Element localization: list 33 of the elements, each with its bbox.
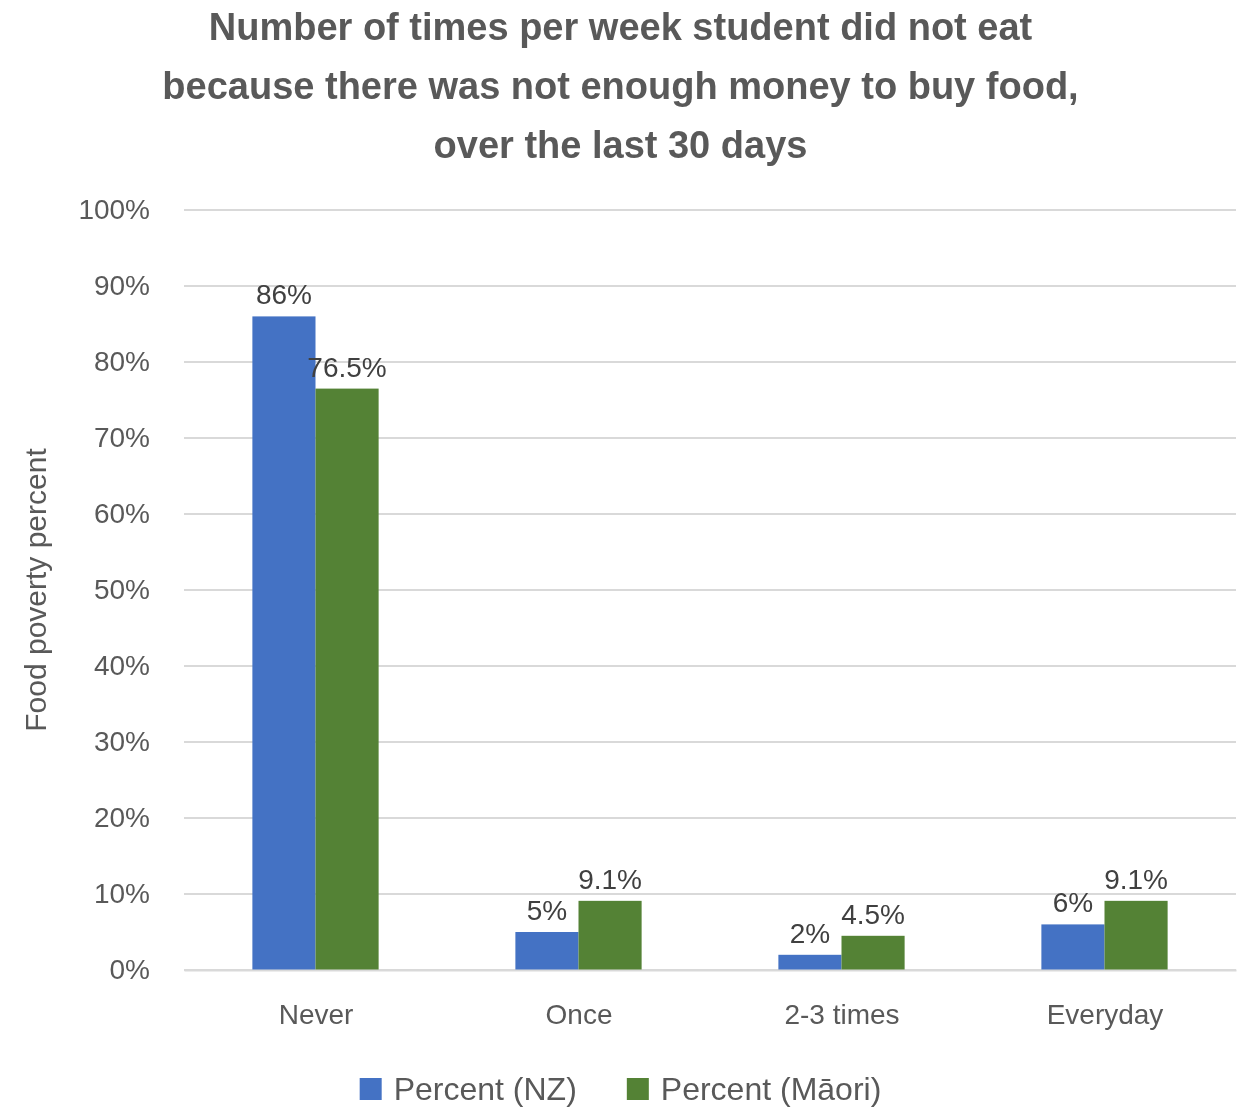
bar [1041, 924, 1105, 970]
data-label: 6% [1052, 887, 1094, 919]
y-tick-label: 50% [93, 574, 150, 606]
y-tick-label: 60% [93, 498, 150, 530]
x-tick-label: 2-3 times [784, 998, 900, 1030]
bar [841, 935, 905, 970]
data-label: 2% [789, 917, 831, 949]
y-tick-label: 90% [93, 270, 150, 302]
bar [1104, 900, 1168, 970]
y-axis-title: Food poverty percent [19, 447, 52, 732]
x-tick-label: Everyday [1046, 998, 1164, 1030]
y-tick-label: 100% [78, 194, 150, 226]
bar [515, 932, 579, 970]
legend-label: Percent (Māori) [660, 1071, 882, 1107]
y-tick-label: 30% [93, 726, 150, 758]
y-tick-label: 40% [93, 650, 150, 682]
x-tick-label: Never [278, 998, 354, 1030]
y-tick-label: 70% [93, 422, 150, 454]
data-label: 86% [255, 279, 312, 311]
chart-title: Number of times per week student did not eat because there was not enough money to buy food, over the last 30 days [162, 6, 1079, 166]
data-label: 4.5% [841, 898, 905, 930]
data-label: 5% [526, 895, 568, 926]
x-tick-label: Once [545, 998, 613, 1030]
bar [778, 954, 842, 970]
y-tick-label: 20% [93, 802, 150, 834]
bar [315, 388, 379, 970]
bar [578, 900, 642, 970]
legend-label: Percent (NZ) [393, 1071, 577, 1107]
y-tick-label: 0% [109, 954, 150, 986]
data-label: 9.1% [1104, 863, 1168, 895]
y-tick-label: 10% [93, 878, 150, 910]
data-label: 9.1% [578, 863, 642, 895]
y-tick-label: 80% [93, 346, 150, 378]
